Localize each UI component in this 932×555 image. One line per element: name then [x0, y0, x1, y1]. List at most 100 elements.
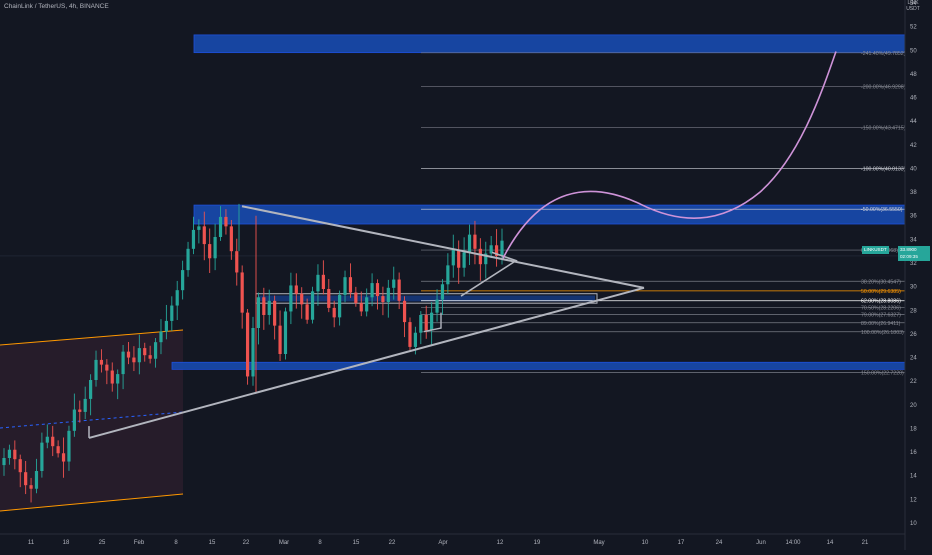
price-tick-label: 54: [910, 1, 917, 7]
candle-body: [262, 297, 266, 315]
time-tick-label: 15: [209, 540, 216, 546]
channel-upper-line: [0, 329, 184, 346]
candle-body: [29, 485, 33, 489]
candle-body: [121, 351, 125, 375]
time-tick-label: 21: [862, 540, 869, 546]
supply-zone: [171, 361, 906, 370]
candle-body: [451, 250, 455, 266]
price-tick-label: 22: [910, 379, 917, 385]
time-tick-label: 8: [318, 540, 322, 546]
price-tick-label: 14: [910, 474, 917, 480]
price-tick-label: 20: [910, 403, 917, 409]
time-tick-label: 18: [63, 540, 70, 546]
time-tick-label: Feb: [134, 540, 145, 546]
fib-level-label: 150.00%(22.7220): [861, 371, 904, 377]
candle-body: [494, 245, 499, 256]
price-tick-label: 38: [910, 190, 917, 196]
supply-zone: [193, 204, 906, 225]
candle-body: [51, 436, 55, 447]
time-tick-label: 22: [243, 540, 250, 546]
fib-level-label: -200.00%(46.9298): [861, 85, 906, 91]
price-tick-label: 50: [910, 48, 917, 54]
candle-body: [348, 277, 353, 293]
axis-currency[interactable]: LINK USDT: [896, 0, 930, 12]
price-tick-label: 12: [910, 497, 917, 503]
projection-curve: [502, 51, 837, 259]
candle-body: [327, 289, 331, 308]
candle-body: [116, 374, 120, 384]
candle-body: [24, 472, 28, 486]
candle-body: [56, 446, 60, 454]
time-tick-label: 17: [678, 540, 685, 546]
candle-body: [235, 251, 239, 273]
candle-body: [181, 270, 185, 291]
price-tick-label: 36: [910, 214, 917, 220]
price-tick-label: 26: [910, 332, 917, 338]
triangle-lower-line: [88, 286, 645, 439]
price-tick-label: 18: [910, 426, 917, 432]
price-tick-label: 52: [910, 25, 917, 31]
candle-body: [132, 357, 136, 363]
inner-triangle: [460, 251, 518, 297]
fib-level-label: 70.50%(28.2206): [861, 306, 901, 312]
time-tick-label: 25: [99, 540, 106, 546]
candle-body: [175, 290, 179, 306]
price-tick-label: 16: [910, 450, 917, 456]
header-separator: ,: [65, 3, 69, 10]
candle-body: [83, 398, 87, 412]
fib-level-label: -150.00%(43.4715): [861, 125, 906, 131]
candle-body: [7, 449, 12, 458]
price-tick-label: 32: [910, 261, 917, 267]
candles-layer: [2, 203, 504, 503]
candle-body: [381, 296, 385, 302]
candle-body: [300, 293, 304, 305]
candle-body: [467, 234, 472, 253]
candle-body: [435, 299, 439, 313]
price-tick-label: 10: [910, 521, 917, 527]
candle-body: [72, 409, 76, 431]
time-tick-label: 19: [534, 540, 541, 546]
time-tick-label: May: [593, 540, 604, 546]
candle-body: [397, 279, 401, 301]
candle-body: [316, 274, 320, 292]
candle-body: [413, 332, 417, 347]
candle-body: [224, 216, 228, 227]
symbol-tag: LINKUSDT: [862, 246, 889, 254]
candle-body: [99, 359, 104, 365]
candle-body: [386, 287, 390, 302]
supply-zone: [193, 34, 906, 54]
price-tick-label: 42: [910, 143, 917, 149]
candle-body: [424, 315, 428, 331]
candle-body: [430, 312, 434, 331]
candle-body: [186, 248, 190, 271]
candle-body: [110, 370, 114, 384]
candle-body: [126, 351, 131, 358]
candle-body: [251, 328, 255, 377]
time-tick-label: 24: [716, 540, 723, 546]
candle-body: [45, 436, 49, 443]
candle-body: [137, 348, 141, 363]
candle-body: [419, 315, 423, 333]
candle-body: [105, 364, 109, 371]
candle-body: [61, 453, 66, 462]
price-tick-label: 48: [910, 72, 917, 78]
price-tick-label: 24: [910, 356, 917, 362]
price-tick-label: 28: [910, 308, 917, 314]
candle-body: [159, 331, 163, 343]
time-tick-label: 14:00: [785, 540, 801, 546]
candle-body: [256, 297, 261, 328]
candle-body: [18, 459, 22, 473]
candle-body: [273, 300, 277, 326]
channel-lower-line: [0, 493, 184, 512]
candle-body: [202, 226, 206, 245]
fib-level-label: -100.00%(40.0133): [861, 166, 906, 172]
candle-body: [294, 285, 298, 294]
drawings-layer: [88, 51, 837, 439]
candle-body: [359, 303, 363, 312]
candle-body: [457, 250, 461, 268]
candle-body: [375, 283, 380, 297]
header-separator: ,: [76, 3, 80, 10]
time-tick-label: 14: [827, 540, 834, 546]
